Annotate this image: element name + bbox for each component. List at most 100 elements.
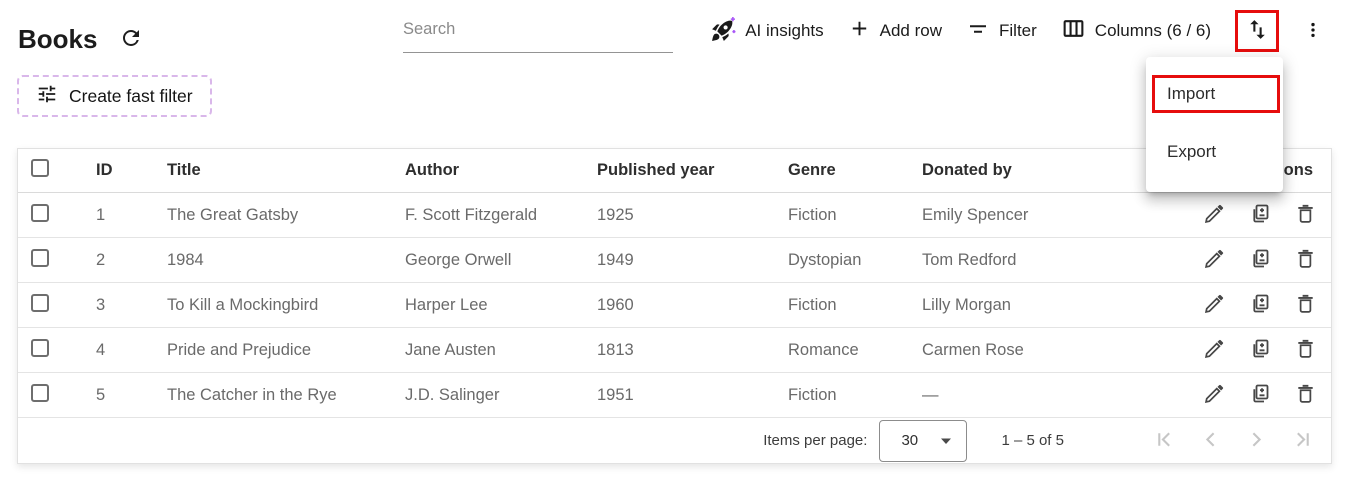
first-page-icon [1152,427,1177,455]
cell-published-year: 1949 [597,250,634,269]
cell-genre: Fiction [788,295,837,314]
toolbar: AI insights Add row Filter Columns (6 / … [709,9,1323,53]
delete-icon [1294,292,1317,318]
prev-page-button[interactable] [1198,427,1223,455]
last-page-icon [1290,427,1315,455]
cell-genre: Fiction [788,385,837,404]
page-size-select[interactable]: 30 [879,419,968,462]
title-row: Books [18,24,143,55]
duplicate-icon [1248,292,1272,319]
duplicate-row-button[interactable] [1248,202,1272,229]
more-options-button[interactable] [1303,17,1323,46]
columns-icon [1061,16,1086,46]
cell-title: To Kill a Mockingbird [167,295,319,314]
cell-genre: Fiction [788,205,837,224]
row-checkbox[interactable] [31,383,49,402]
duplicate-row-button[interactable] [1248,292,1272,319]
filter-button[interactable]: Filter [966,17,1037,46]
page-size-value: 30 [901,432,919,449]
cell-published-year: 1951 [597,385,634,404]
duplicate-icon [1248,337,1272,364]
cell-author: George Orwell [405,250,512,269]
menu-item-export-label: Export [1167,142,1217,161]
ai-insights-button[interactable]: AI insights [709,16,824,47]
cell-genre: Dystopian [788,250,862,269]
cell-author: F. Scott Fitzgerald [405,205,538,224]
delete-icon [1294,337,1317,363]
columns-button[interactable]: Columns (6 / 6) [1061,16,1211,46]
edit-row-button[interactable] [1203,202,1226,228]
import-export-menu: Import Export [1146,57,1283,192]
prev-page-icon [1198,427,1223,455]
table-body: 1 The Great Gatsby F. Scott Fitzgerald 1… [18,193,1331,418]
tune-icon [36,83,58,110]
refresh-button[interactable] [119,26,143,53]
dropdown-arrow-icon [940,432,952,449]
edit-row-button[interactable] [1203,337,1226,363]
cell-title: Pride and Prejudice [167,340,312,359]
books-table: ID Title Author Published year Genre Don… [17,148,1332,464]
pagination-nav [1152,427,1315,455]
search-input[interactable] [403,14,673,53]
cell-author: Harper Lee [405,295,488,314]
column-header-genre: Genre [788,161,836,179]
column-header-id: ID [96,161,113,179]
edit-icon [1203,382,1226,408]
last-page-button[interactable] [1290,427,1315,455]
cell-published-year: 1925 [597,205,634,224]
row-checkbox[interactable] [31,293,49,312]
create-fast-filter-button[interactable]: Create fast filter [17,75,212,117]
cell-title: The Catcher in the Rye [167,385,337,404]
delete-row-button[interactable] [1294,292,1317,318]
next-page-button[interactable] [1244,427,1269,455]
duplicate-row-button[interactable] [1248,247,1272,274]
paginator: Items per page: 30 1 – 5 of 5 [18,418,1331,463]
search-field [403,14,673,53]
column-header-donated-by: Donated by [922,161,1012,179]
create-fast-filter-label: Create fast filter [69,85,193,106]
import-export-icon [1245,17,1270,45]
edit-row-button[interactable] [1203,247,1226,273]
column-header-title: Title [167,161,201,179]
cell-published-year: 1813 [597,340,634,359]
edit-row-button[interactable] [1203,292,1226,318]
cell-title: The Great Gatsby [167,205,299,224]
duplicate-row-button[interactable] [1248,337,1272,364]
edit-row-button[interactable] [1203,382,1226,408]
select-all-checkbox[interactable] [31,159,49,177]
delete-row-button[interactable] [1294,337,1317,363]
filter-icon [966,17,990,46]
first-page-button[interactable] [1152,427,1177,455]
cell-donated-by: — [922,385,939,404]
delete-row-button[interactable] [1294,247,1317,273]
column-header-published-year: Published year [597,161,715,179]
delete-icon [1294,247,1317,273]
cell-title: 1984 [167,250,204,269]
menu-item-import[interactable]: Import [1146,70,1283,118]
cell-id: 5 [96,385,106,404]
row-checkbox[interactable] [31,203,49,222]
row-checkbox[interactable] [31,248,49,267]
delete-row-button[interactable] [1294,202,1317,228]
delete-row-button[interactable] [1294,382,1317,408]
cell-author: J.D. Salinger [405,385,500,404]
rocket-ai-icon [709,16,736,47]
cell-author: Jane Austen [405,340,496,359]
plus-icon [848,17,871,45]
page-range-label: 1 – 5 of 5 [1001,432,1064,449]
cell-id: 1 [96,205,106,224]
add-row-button[interactable]: Add row [848,17,942,45]
menu-item-export[interactable]: Export [1146,128,1283,176]
import-export-button[interactable] [1235,10,1279,52]
table-row: 3 To Kill a Mockingbird Harper Lee 1960 … [18,283,1331,328]
duplicate-row-button[interactable] [1248,382,1272,409]
duplicate-icon [1248,247,1272,274]
next-page-icon [1244,427,1269,455]
cell-id: 2 [96,250,106,269]
column-header-author: Author [405,161,460,179]
items-per-page-label: Items per page: [763,432,868,449]
add-row-label: Add row [879,21,943,40]
row-checkbox[interactable] [31,338,49,357]
duplicate-icon [1248,382,1272,409]
